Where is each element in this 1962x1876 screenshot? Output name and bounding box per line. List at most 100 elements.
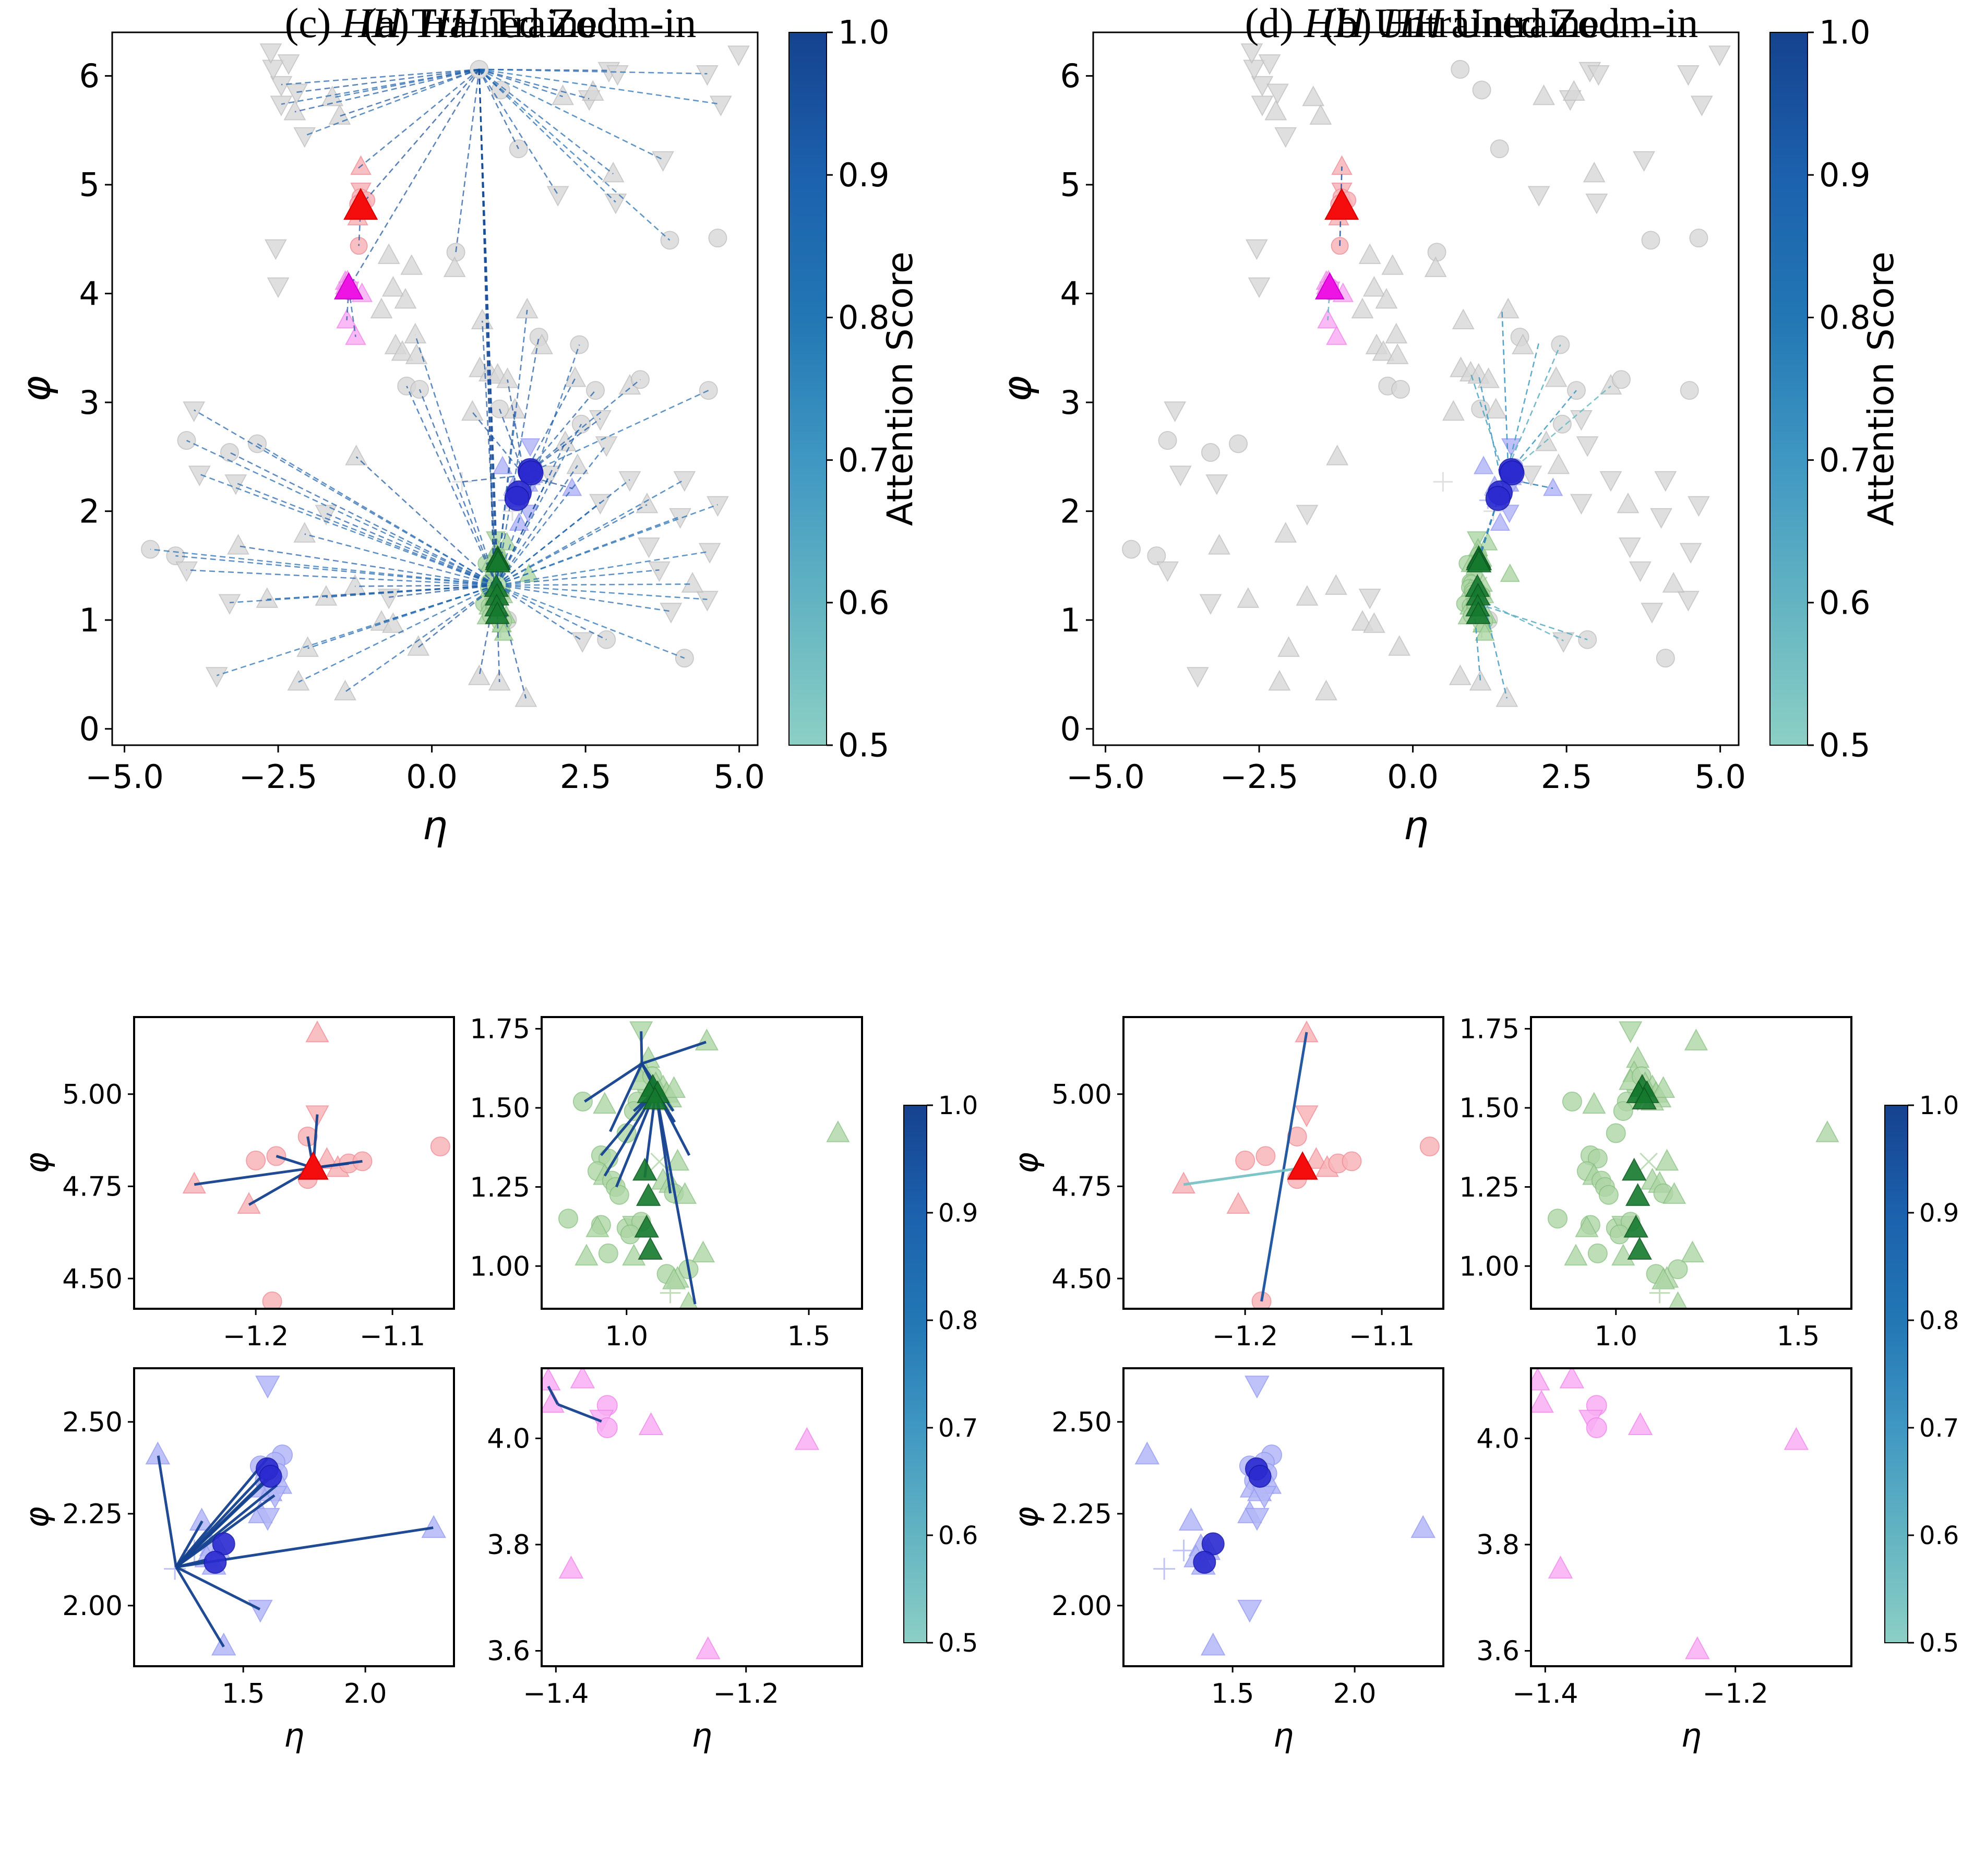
svg-text:1.50: 1.50 <box>1459 1093 1520 1124</box>
ticks-c2: 1.0 1.5 1.75 1.50 1.25 1.00 <box>470 1014 830 1352</box>
svg-text:4.50: 4.50 <box>62 1263 123 1295</box>
attention-lines-c3 <box>157 1455 434 1647</box>
svg-text:0.5: 0.5 <box>938 1629 978 1658</box>
axes-frame-c2 <box>541 1016 863 1310</box>
axes-frame-c3 <box>133 1367 455 1667</box>
svg-text:1: 1 <box>79 601 100 639</box>
plot-area-d1 <box>1171 1020 1440 1309</box>
caption-a-prefix: (a) <box>363 1 420 46</box>
ylabel-b: φ <box>994 376 1040 402</box>
svg-text:−1.2: −1.2 <box>1703 1678 1768 1710</box>
points-blue_light <box>493 438 582 531</box>
caption-b-suffix: Untrained <box>1442 1 1620 46</box>
xlabel-c4: η <box>691 1716 712 1754</box>
axes-frame-a <box>111 31 759 746</box>
svg-text:0.6: 0.6 <box>838 584 890 622</box>
svg-text:1.0: 1.0 <box>1919 1091 1959 1120</box>
axes-frame-d1 <box>1122 1016 1444 1310</box>
svg-text:0: 0 <box>79 710 100 748</box>
svg-text:1.75: 1.75 <box>470 1014 530 1045</box>
svg-text:0.6: 0.6 <box>1819 584 1871 622</box>
svg-text:4.75: 4.75 <box>1051 1172 1112 1203</box>
points-red_main <box>343 188 378 220</box>
points-green_core <box>632 1073 670 1260</box>
svg-text:0.9: 0.9 <box>1919 1199 1959 1228</box>
svg-text:3.8: 3.8 <box>1476 1530 1520 1561</box>
svg-text:0.5: 0.5 <box>1819 726 1871 764</box>
ylabel-c1: φ <box>18 1152 56 1174</box>
svg-text:0.0: 0.0 <box>406 758 458 796</box>
svg-text:5: 5 <box>79 166 100 204</box>
points-magenta_light <box>542 1368 820 1659</box>
svg-text:−2.5: −2.5 <box>1220 758 1299 796</box>
panel-d4: −1.4 −1.2 4.0 3.8 3.6 η <box>1476 1367 1852 1754</box>
points-magenta_main <box>333 272 364 300</box>
panel-d2: 1.0 1.5 1.75 1.50 1.25 1.00 <box>1459 1014 1852 1352</box>
svg-text:1.50: 1.50 <box>470 1093 530 1124</box>
svg-text:3.6: 3.6 <box>487 1636 530 1667</box>
ticks-c4: −1.4 −1.2 4.0 3.8 3.6 <box>487 1424 779 1710</box>
caption-c-suffix: Trained Zoom-in <box>401 1 697 46</box>
svg-text:5.00: 5.00 <box>62 1079 123 1110</box>
caption-c: (c) HH Trained Zoom-in <box>0 0 981 47</box>
plot-area-c4 <box>542 1368 820 1659</box>
svg-text:−1.2: −1.2 <box>713 1678 779 1710</box>
attention-lines-c4 <box>547 1385 602 1423</box>
svg-text:6: 6 <box>1060 57 1081 95</box>
caption-b: (b) HH Untrained <box>981 0 1962 47</box>
ticks-a: −5.0 −2.5 0.0 2.5 5.0 0 1 2 3 4 5 6 <box>79 57 765 796</box>
svg-text:2: 2 <box>79 492 100 530</box>
plot-area-c1 <box>182 1020 450 1309</box>
svg-text:0.7: 0.7 <box>1919 1414 1959 1443</box>
panel-c3: 1.5 2.0 2.50 2.25 2.00 η φ <box>18 1367 455 1754</box>
svg-text:6: 6 <box>79 57 100 95</box>
svg-text:4.50: 4.50 <box>1051 1263 1112 1295</box>
points-blue_core <box>204 1457 282 1574</box>
plot-area-d3 <box>1134 1376 1435 1656</box>
colorbar-cb-d: 1.0 0.9 0.8 0.7 0.6 0.5 <box>1884 1091 1959 1658</box>
panel-b: −5.0 −2.5 0.0 2.5 5.0 0 1 2 3 4 5 6 η φ <box>994 31 1746 849</box>
svg-text:1.00: 1.00 <box>470 1251 530 1282</box>
ticks-b: −5.0 −2.5 0.0 2.5 5.0 0 1 2 3 4 5 6 <box>1060 57 1746 796</box>
points-blue_core <box>1193 1457 1272 1574</box>
ylabel-d1: φ <box>1007 1152 1045 1174</box>
svg-text:−1.1: −1.1 <box>360 1321 425 1352</box>
svg-text:2: 2 <box>1060 492 1081 530</box>
svg-text:2.25: 2.25 <box>1051 1499 1112 1530</box>
colorbar-cb-b: 1.0 0.9 0.8 0.7 0.6 0.5 Attention Score <box>1769 14 1902 764</box>
caption-c-prefix: (c) <box>284 1 342 46</box>
points-blue_light <box>1474 438 1563 531</box>
svg-text:0.7: 0.7 <box>1819 441 1871 479</box>
caption-a-suffix: Trained <box>480 1 618 46</box>
caption-a-italic: HH <box>420 1 480 46</box>
svg-text:0.7: 0.7 <box>938 1414 978 1443</box>
svg-text:−5.0: −5.0 <box>1066 758 1145 796</box>
svg-text:2.50: 2.50 <box>1051 1407 1112 1438</box>
points-green_core <box>1465 545 1492 624</box>
ticks-d2: 1.0 1.5 1.75 1.50 1.25 1.00 <box>1459 1014 1820 1352</box>
points-green_light <box>1547 1021 1839 1309</box>
svg-text:0.8: 0.8 <box>838 298 890 337</box>
panel-d1: −1.2 −1.1 5.00 4.75 4.50 φ <box>1007 1016 1444 1352</box>
points-green_light <box>558 1021 850 1309</box>
plot-area-c3 <box>145 1376 446 1656</box>
colorbar-label-cb-b: Attention Score <box>1861 252 1902 526</box>
points-magenta_light <box>1531 1368 1809 1659</box>
axes-frame-d3 <box>1122 1367 1444 1667</box>
svg-text:1.0: 1.0 <box>838 14 890 52</box>
attention-lines-d1 <box>1183 1032 1308 1302</box>
caption-d-suffix: Untrained Zoom-in <box>1364 1 1698 46</box>
svg-text:0.8: 0.8 <box>1919 1306 1959 1335</box>
ylabel-a: φ <box>13 376 59 402</box>
svg-text:3.8: 3.8 <box>487 1530 530 1561</box>
svg-text:−1.4: −1.4 <box>523 1678 589 1710</box>
caption-b-prefix: (b) <box>1323 1 1382 46</box>
svg-text:4: 4 <box>1060 274 1081 313</box>
svg-text:0.8: 0.8 <box>1819 298 1871 337</box>
points-blue_core <box>1485 458 1525 511</box>
ticks-d4: −1.4 −1.2 4.0 3.8 3.6 <box>1476 1424 1768 1710</box>
plot-area-b <box>1122 43 1731 707</box>
caption-d-prefix: (d) <box>1245 1 1304 46</box>
ticks-d3: 1.5 2.0 2.50 2.25 2.00 <box>1051 1407 1376 1710</box>
